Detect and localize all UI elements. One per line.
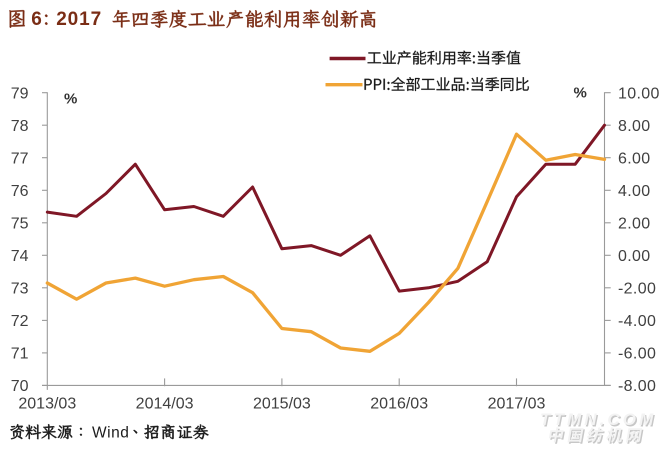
svg-text:%: % [574, 85, 587, 102]
svg-text:10.00: 10.00 [618, 86, 660, 103]
svg-text:-6.00: -6.00 [618, 346, 656, 363]
svg-text:6.00: 6.00 [618, 151, 651, 168]
svg-text:2016/03: 2016/03 [370, 396, 428, 413]
svg-text:77: 77 [11, 151, 29, 168]
svg-text:72: 72 [11, 313, 29, 330]
svg-text:TTMN.COM: TTMN.COM [540, 410, 656, 429]
svg-text:79: 79 [11, 86, 29, 103]
svg-text:2013/03: 2013/03 [18, 396, 76, 413]
svg-text:78: 78 [11, 118, 29, 135]
svg-text:-2.00: -2.00 [618, 281, 656, 298]
svg-text:2.00: 2.00 [618, 216, 651, 233]
svg-text:73: 73 [11, 281, 29, 298]
svg-text:-4.00: -4.00 [618, 313, 656, 330]
svg-text:0.00: 0.00 [618, 248, 651, 265]
svg-text:2017/03: 2017/03 [488, 396, 546, 413]
svg-text:8.00: 8.00 [618, 118, 651, 135]
svg-text:6: 6 [31, 9, 42, 30]
svg-text:-8.00: -8.00 [618, 378, 656, 395]
svg-text:TTMN.COM: TTMN.COM [541, 411, 657, 430]
svg-text:71: 71 [11, 346, 29, 363]
svg-text:2015/03: 2015/03 [253, 396, 311, 413]
svg-text:2014/03: 2014/03 [136, 396, 194, 413]
svg-text:4.00: 4.00 [618, 183, 651, 200]
svg-text:74: 74 [11, 248, 29, 265]
svg-text:76: 76 [11, 183, 29, 200]
svg-text:Wind: Wind [92, 424, 129, 441]
svg-text:%: % [64, 91, 77, 108]
svg-text:2017: 2017 [56, 9, 102, 30]
svg-text:70: 70 [11, 378, 29, 395]
svg-text:75: 75 [11, 216, 29, 233]
